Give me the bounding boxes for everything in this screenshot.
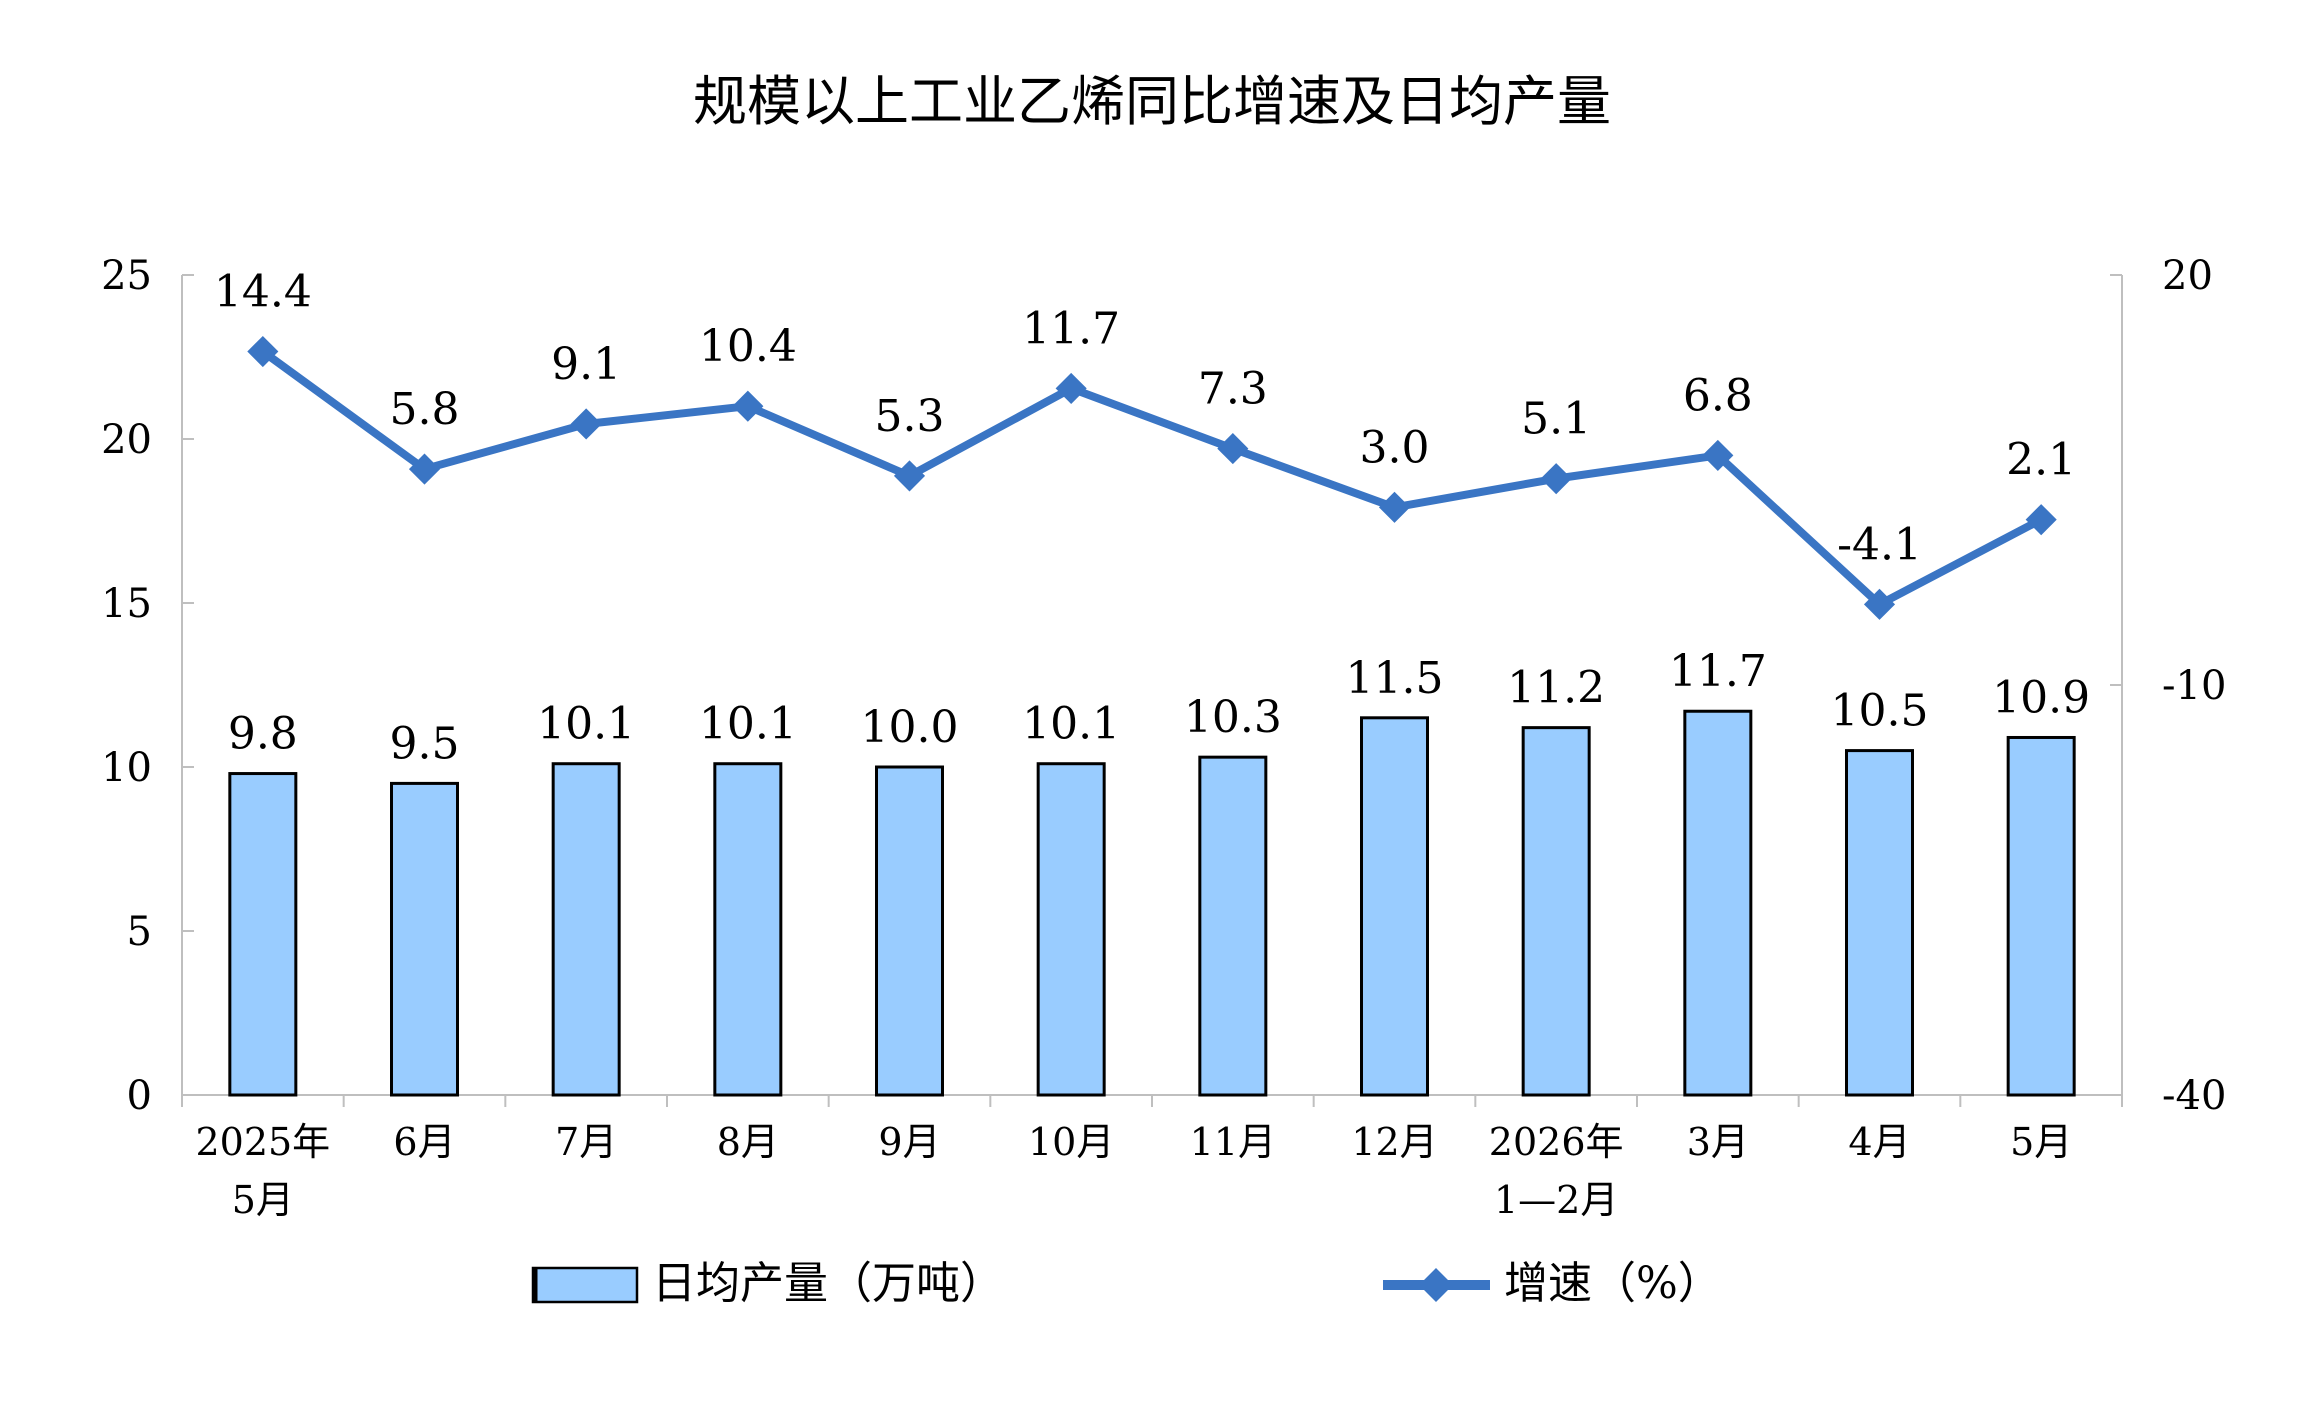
bar: [390, 781, 459, 1097]
line-data-label: 5.1: [1521, 394, 1591, 445]
bar-data-label: 9.8: [228, 709, 298, 760]
line-point-marker: [1055, 372, 1087, 404]
bar-data-label: 10.9: [1992, 672, 2090, 723]
bar-data-label: 10.1: [699, 699, 797, 750]
bar-data-label: 10.1: [1022, 699, 1120, 750]
legend-line-marker: [1419, 1268, 1453, 1302]
y-left-tick-label: 25: [101, 253, 152, 299]
bar: [2006, 735, 2076, 1097]
bar-data-label: 10.5: [1831, 686, 1929, 737]
line-data-label: 9.1: [551, 339, 621, 390]
y-left-tick-label: 10: [101, 745, 152, 791]
bar-data-label: 10.3: [1184, 692, 1282, 743]
y-right-tick-label: -10: [2162, 663, 2226, 709]
legend-bar-label: 日均产量（万吨）: [652, 1258, 1004, 1309]
y-left-tick-label: 20: [101, 417, 152, 463]
x-tick-label: 5月: [2010, 1120, 2072, 1164]
line-data-label: 11.7: [1022, 303, 1120, 354]
bar-data-label: 11.2: [1507, 663, 1605, 714]
line-point-marker: [2025, 504, 2057, 536]
line-point-marker: [893, 460, 926, 492]
line-point-marker: [1378, 491, 1411, 523]
line-data-label: 14.4: [214, 267, 312, 318]
axes: 0 5 10 15 20 25 -40 -10 20 2025年 5月 6月 7月 8月 9月 10月 11月 1…: [101, 253, 2226, 1222]
bar: [551, 762, 621, 1097]
x-tick-label: 3月: [1687, 1120, 1749, 1164]
line-data-label: 3.0: [1360, 422, 1430, 473]
bar: [875, 765, 944, 1097]
line-data-label: 6.8: [1683, 370, 1753, 421]
line-data-label: 7.3: [1198, 364, 1268, 415]
y-left-tick-label: 0: [127, 1073, 152, 1119]
growth-line: [260, 348, 2044, 609]
bar-data-label: 10.0: [861, 702, 959, 753]
x-tick-label: 11月: [1190, 1120, 1276, 1164]
line-point-marker: [408, 453, 441, 485]
bar: [1360, 716, 1429, 1097]
bar-data-label: 11.7: [1669, 646, 1767, 697]
line-data-label: 2.1: [2006, 435, 2076, 486]
x-tick-label: 5月: [232, 1178, 294, 1222]
line-data-label: 5.3: [875, 391, 945, 442]
x-tick-label: 10月: [1028, 1120, 1114, 1164]
line-series: [247, 335, 2057, 620]
line-point-marker: [732, 390, 764, 422]
x-tick-label: 9月: [878, 1120, 940, 1164]
bar: [228, 772, 298, 1097]
line-data-label: 10.4: [699, 321, 797, 372]
y-right-tick-label: -40: [2162, 1073, 2226, 1119]
x-tick-label: 7月: [555, 1120, 617, 1164]
x-tick-label: 12月: [1351, 1120, 1437, 1164]
x-tick-label: 2026年: [1489, 1120, 1624, 1164]
legend: 日均产量（万吨） 增速（%）: [531, 1258, 1722, 1309]
bar: [1036, 762, 1106, 1097]
legend-line-label: 增速（%）: [1504, 1258, 1722, 1309]
line-data-label: 5.8: [390, 384, 460, 435]
x-tick-label: 8月: [717, 1120, 779, 1164]
bar-data-label: 9.5: [390, 718, 460, 769]
bar-data-label: 11.5: [1346, 653, 1444, 704]
legend-bar-swatch: [531, 1266, 639, 1304]
bar: [1845, 749, 1914, 1097]
x-tick-label: 1—2月: [1494, 1178, 1618, 1222]
bar: [1198, 755, 1268, 1097]
y-right-tick-label: 20: [2162, 253, 2213, 299]
x-tick-label: 2025年: [195, 1120, 330, 1164]
line-data-label: -4.1: [1837, 519, 1922, 570]
bar-data-label: 10.1: [537, 699, 635, 750]
line-point-marker: [1540, 463, 1572, 495]
bar: [1683, 709, 1753, 1097]
y-left-tick-label: 5: [127, 909, 152, 955]
y-left-tick-label: 15: [101, 581, 152, 627]
bar: [1521, 726, 1591, 1097]
chart-title: 规模以上工业乙烯同比增速及日均产量: [693, 70, 1611, 133]
x-tick-label: 4月: [1848, 1120, 1910, 1164]
line-point-marker: [1702, 439, 1734, 471]
line-point-marker: [1217, 433, 1249, 465]
line-point-marker: [570, 408, 602, 440]
x-tick-label: 6月: [393, 1120, 455, 1164]
bar-series: [228, 709, 2076, 1097]
data-labels: 9.8 9.5 10.1 10.1 10.0 10.1 10.3 11.5 11.2 11.7 10…: [214, 267, 2090, 770]
bar: [713, 762, 783, 1097]
